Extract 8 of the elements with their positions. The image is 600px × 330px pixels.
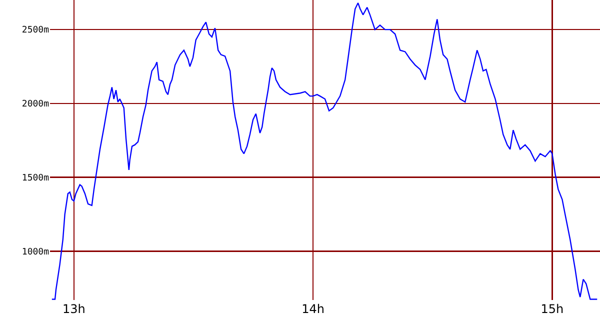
x-tick-label: 15h xyxy=(540,302,564,316)
y-tick-label: 1500m xyxy=(22,173,49,184)
y-tick-label: 2500m xyxy=(22,26,49,36)
x-tick-label: 13h xyxy=(62,302,86,316)
x-tick-label: 14h xyxy=(302,302,324,316)
y-tick-label: 2000m xyxy=(22,100,49,110)
y-tick-label: 1000m xyxy=(22,247,49,258)
line-series xyxy=(51,2,598,300)
